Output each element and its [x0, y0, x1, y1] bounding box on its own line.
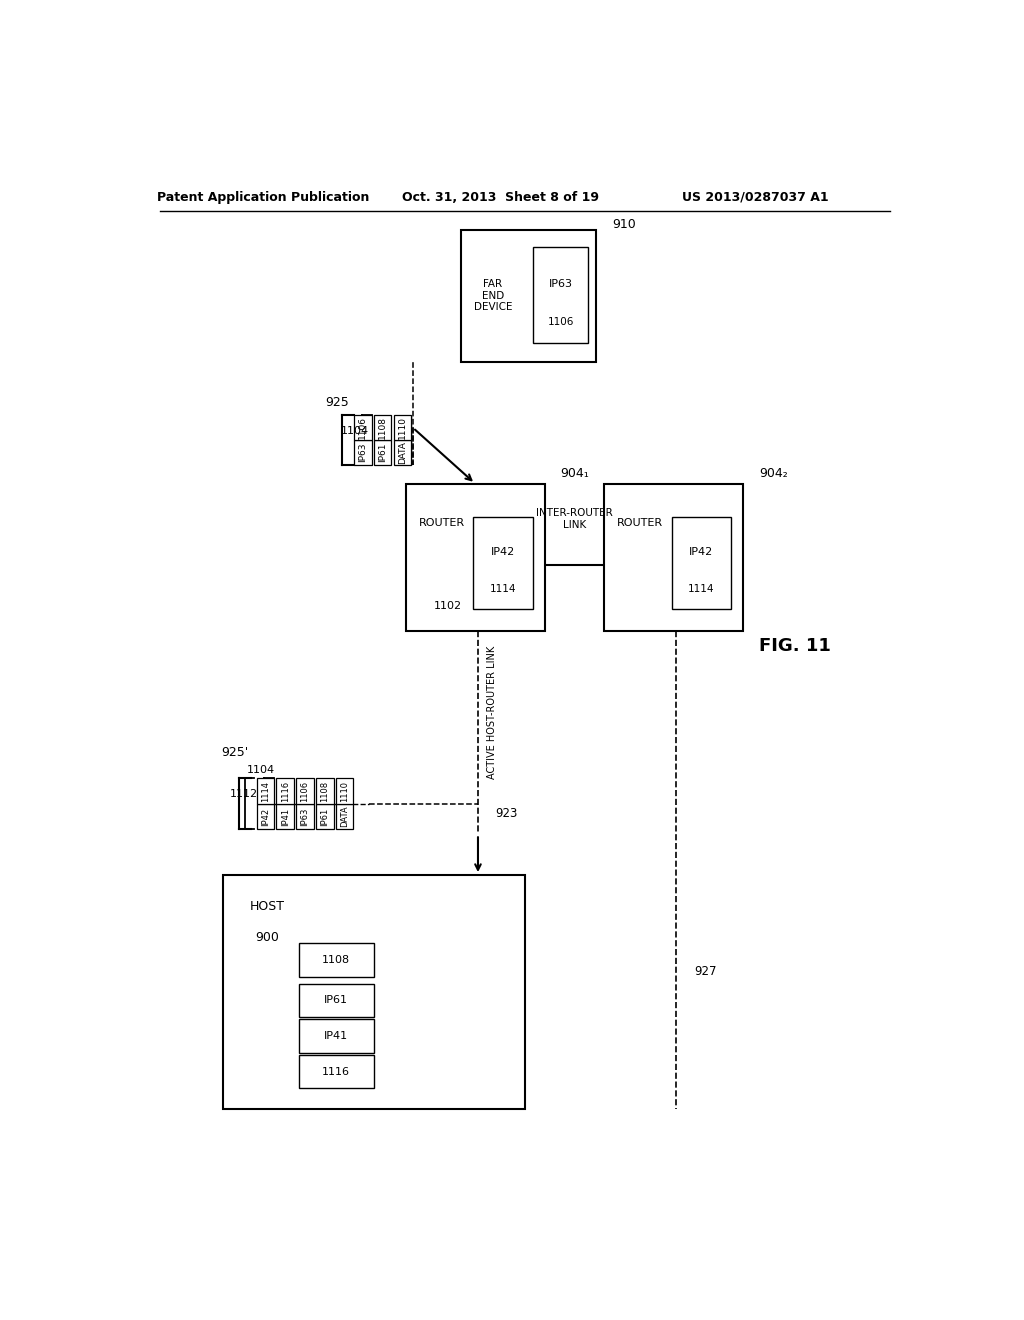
Text: FAR
END
DEVICE: FAR END DEVICE — [474, 279, 512, 313]
Bar — [354, 440, 372, 466]
Bar — [354, 414, 372, 440]
Text: 1106: 1106 — [358, 416, 368, 438]
Text: IP63: IP63 — [549, 279, 572, 289]
Text: 904₂: 904₂ — [759, 467, 787, 480]
Text: IP61: IP61 — [321, 808, 330, 825]
Bar — [276, 804, 294, 829]
Bar — [316, 804, 334, 829]
Bar — [672, 517, 731, 609]
Text: 1106: 1106 — [547, 317, 573, 327]
Text: ACTIVE HOST-ROUTER LINK: ACTIVE HOST-ROUTER LINK — [487, 645, 498, 779]
Bar — [374, 414, 391, 440]
Text: INTER-ROUTER
LINK: INTER-ROUTER LINK — [536, 508, 612, 529]
Bar — [532, 247, 589, 343]
Text: 1112: 1112 — [229, 788, 258, 799]
Text: IP63: IP63 — [300, 808, 309, 826]
Text: 1110: 1110 — [398, 416, 408, 438]
Bar — [394, 414, 412, 440]
Text: 1108: 1108 — [378, 416, 387, 438]
Text: FIG. 11: FIG. 11 — [759, 638, 830, 655]
Text: 1104: 1104 — [341, 426, 369, 436]
Text: 927: 927 — [694, 965, 717, 978]
Bar — [296, 804, 313, 829]
Bar — [299, 983, 374, 1018]
Bar — [336, 779, 353, 804]
Text: DATA: DATA — [398, 441, 408, 465]
Text: IP42: IP42 — [490, 546, 515, 557]
Text: 925: 925 — [325, 396, 348, 409]
Text: 1114: 1114 — [688, 583, 715, 594]
Text: 923: 923 — [496, 808, 518, 821]
Bar — [394, 440, 412, 466]
Text: IP61: IP61 — [325, 995, 348, 1006]
Text: 1106: 1106 — [300, 780, 309, 801]
Bar — [406, 483, 545, 631]
Bar — [296, 779, 313, 804]
Text: 1108: 1108 — [323, 954, 350, 965]
Text: ROUTER: ROUTER — [419, 519, 465, 528]
Bar — [461, 230, 596, 362]
Text: US 2013/0287037 A1: US 2013/0287037 A1 — [682, 190, 828, 203]
Text: IP41: IP41 — [325, 1031, 348, 1041]
Text: 1104: 1104 — [247, 766, 275, 775]
Text: IP63: IP63 — [358, 444, 368, 462]
Text: 904₁: 904₁ — [560, 467, 589, 480]
Text: DATA: DATA — [340, 805, 349, 828]
Text: 1114: 1114 — [261, 780, 269, 801]
Bar — [316, 779, 334, 804]
Text: Oct. 31, 2013  Sheet 8 of 19: Oct. 31, 2013 Sheet 8 of 19 — [402, 190, 599, 203]
Text: 925': 925' — [221, 747, 248, 759]
Text: IP42: IP42 — [261, 808, 269, 825]
Text: HOST: HOST — [250, 900, 285, 913]
Text: IP41: IP41 — [281, 808, 290, 825]
Text: 1108: 1108 — [321, 780, 330, 801]
Bar — [336, 804, 353, 829]
Text: 1110: 1110 — [340, 780, 349, 801]
Bar — [299, 942, 374, 977]
Bar — [276, 779, 294, 804]
Text: ROUTER: ROUTER — [616, 519, 663, 528]
Bar — [257, 779, 274, 804]
Text: IP61: IP61 — [378, 444, 387, 462]
Bar — [374, 440, 391, 466]
Text: Patent Application Publication: Patent Application Publication — [157, 190, 369, 203]
Text: 1116: 1116 — [323, 1067, 350, 1077]
Text: IP42: IP42 — [689, 546, 714, 557]
Text: 1116: 1116 — [281, 780, 290, 801]
Bar — [257, 804, 274, 829]
Bar — [604, 483, 743, 631]
Bar — [473, 517, 532, 609]
Text: 1102: 1102 — [434, 601, 462, 611]
Bar — [299, 1019, 374, 1053]
Text: 1114: 1114 — [489, 583, 516, 594]
Text: 900: 900 — [255, 931, 279, 944]
Bar — [299, 1055, 374, 1089]
Bar — [223, 875, 525, 1109]
Text: 910: 910 — [612, 218, 636, 231]
